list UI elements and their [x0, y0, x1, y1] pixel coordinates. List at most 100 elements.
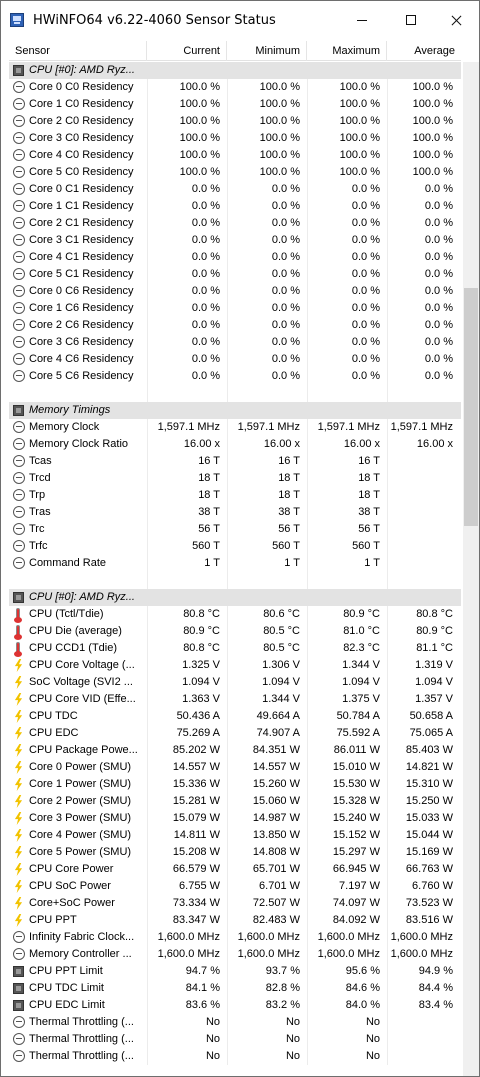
sensor-row[interactable]: Core 1 C0 Residency 100.0 % 100.0 % 100.0 %… [9, 96, 461, 113]
sensor-row[interactable]: Thermal Throttling (... No No No [9, 1031, 461, 1048]
maximum-value: No [365, 1050, 380, 1062]
sensor-row[interactable]: Core 1 Power (SMU) 15.336 W 15.260 W 15.530… [9, 776, 461, 793]
clock-icon [13, 1016, 25, 1028]
sensor-list[interactable]: CPU [#0]: AMD Ryz... Core 0 C0 Residency 1… [9, 62, 461, 1065]
sensor-row[interactable]: CPU PPT Limit 94.7 % 93.7 % 95.6 % 94.9 % [9, 963, 461, 980]
sensor-row[interactable]: CPU EDC Limit 83.6 % 83.2 % 84.0 % 83.4 % [9, 997, 461, 1014]
vertical-scrollbar[interactable] [463, 62, 479, 1076]
sensor-name: CPU PPT Limit [29, 965, 103, 977]
average-value: 0.0 % [424, 353, 453, 365]
sensor-row[interactable]: Core 0 C0 Residency 100.0 % 100.0 % 100.0 %… [9, 79, 461, 96]
sensor-row[interactable]: Trp 18 T 18 T 18 T [9, 487, 461, 504]
sensor-row[interactable]: Thermal Throttling (... No No No [9, 1048, 461, 1065]
column-header-minimum[interactable]: Minimum [227, 41, 307, 61]
sensor-row[interactable]: SoC Voltage (SVI2 ... 1.094 V 1.094 V 1.094… [9, 674, 461, 691]
sensor-row[interactable]: Infinity Fabric Clock... 1,600.0 MHz 1,600… [9, 929, 461, 946]
sensor-row[interactable]: Core 4 C0 Residency 100.0 % 100.0 % 100.0 %… [9, 147, 461, 164]
hwinfo-app-icon[interactable] [10, 13, 24, 27]
sensor-row[interactable]: CPU TDC Limit 84.1 % 82.8 % 84.6 % 84.4 % [9, 980, 461, 997]
column-header-current[interactable]: Current [147, 41, 227, 61]
average-value: 80.8 °C [416, 608, 453, 620]
sensor-row[interactable]: CPU Core Power 66.579 W 65.701 W 66.945 W 66… [9, 861, 461, 878]
sensor-row[interactable]: Memory Clock 1,597.1 MHz 1,597.1 MHz 1,597.… [9, 419, 461, 436]
lightning-bolt-icon [14, 710, 23, 723]
maximum-value: 84.0 % [345, 999, 380, 1011]
sensor-name: Memory Clock [29, 421, 100, 433]
current-value: 80.8 °C [183, 642, 220, 654]
group-name: Memory Timings [29, 404, 111, 416]
sensor-row[interactable]: Core 3 C6 Residency 0.0 % 0.0 % 0.0 % 0.0 % [9, 334, 461, 351]
sensor-row[interactable]: Core 2 Power (SMU) 15.281 W 15.060 W 15.328… [9, 793, 461, 810]
clock-icon [13, 115, 25, 127]
title-bar[interactable]: HWiNFO64 v6.22-4060 Sensor Status [1, 1, 479, 39]
sensor-row[interactable]: Core 4 C6 Residency 0.0 % 0.0 % 0.0 % 0.0 % [9, 351, 461, 368]
sensor-name: CPU Package Powe... [29, 744, 138, 756]
sensor-row[interactable]: Core 0 C6 Residency 0.0 % 0.0 % 0.0 % 0.0 % [9, 283, 461, 300]
sensor-row[interactable]: Core 4 Power (SMU) 14.811 W 13.850 W 15.152… [9, 827, 461, 844]
maximum-value: 84.092 W [332, 914, 380, 926]
sensor-row[interactable]: CPU SoC Power 6.755 W 6.701 W 7.197 W 6.760 … [9, 878, 461, 895]
sensor-row[interactable]: Thermal Throttling (... No No No [9, 1014, 461, 1031]
sensor-name: Tcas [29, 455, 52, 467]
sensor-row[interactable]: Core 0 C1 Residency 0.0 % 0.0 % 0.0 % 0.0 % [9, 181, 461, 198]
current-value: 83.6 % [185, 999, 220, 1011]
sensor-row[interactable]: CPU CCD1 (Tdie) 80.8 °C 80.5 °C 82.3 °C 81.1… [9, 640, 461, 657]
sensor-name: Tras [29, 506, 51, 518]
sensor-row[interactable]: Core 2 C1 Residency 0.0 % 0.0 % 0.0 % 0.0 % [9, 215, 461, 232]
sensor-row[interactable]: CPU Package Powe... 85.202 W 84.351 W 86.01… [9, 742, 461, 759]
maximum-value: No [365, 1033, 380, 1045]
maximum-value: 16.00 x [343, 438, 380, 450]
sensor-row[interactable]: Core 3 C1 Residency 0.0 % 0.0 % 0.0 % 0.0 % [9, 232, 461, 249]
minimize-button[interactable] [339, 1, 385, 39]
sensor-row[interactable]: Command Rate 1 T 1 T 1 T [9, 555, 461, 572]
close-button[interactable] [433, 1, 479, 39]
sensor-row[interactable]: Memory Clock Ratio 16.00 x 16.00 x 16.00 x 1… [9, 436, 461, 453]
sensor-row[interactable]: Core 5 C6 Residency 0.0 % 0.0 % 0.0 % 0.0 % [9, 368, 461, 385]
column-header-maximum[interactable]: Maximum [307, 41, 387, 61]
sensor-row[interactable]: Core+SoC Power 73.334 W 72.507 W 74.097 W 73… [9, 895, 461, 912]
sensor-group-header[interactable]: Memory Timings [9, 402, 461, 419]
column-header-sensor[interactable]: Sensor [9, 41, 147, 61]
maximum-value: 100.0 % [339, 166, 380, 178]
sensor-row[interactable]: Core 2 C6 Residency 0.0 % 0.0 % 0.0 % 0.0 % [9, 317, 461, 334]
sensor-group-header[interactable]: CPU [#0]: AMD Ryz... [9, 589, 461, 606]
sensor-row[interactable]: CPU EDC 75.269 A 74.907 A 75.592 A 75.065 A [9, 725, 461, 742]
sensor-row[interactable]: CPU Core VID (Effe... 1.363 V 1.344 V 1.375… [9, 691, 461, 708]
chip-icon [13, 966, 24, 977]
sensor-row[interactable]: Tcas 16 T 16 T 16 T [9, 453, 461, 470]
minimum-value: 0.0 % [271, 336, 300, 348]
sensor-row[interactable]: CPU TDC 50.436 A 49.664 A 50.784 A 50.658 A [9, 708, 461, 725]
sensor-row[interactable]: Core 0 Power (SMU) 14.557 W 14.557 W 15.010… [9, 759, 461, 776]
sensor-row[interactable]: Core 5 C0 Residency 100.0 % 100.0 % 100.0 %… [9, 164, 461, 181]
minimum-value: 1,600.0 MHz [237, 948, 300, 960]
clock-icon [13, 472, 25, 484]
sensor-row[interactable]: Memory Controller ... 1,600.0 MHz 1,600.0 … [9, 946, 461, 963]
maximize-button[interactable] [388, 1, 434, 39]
sensor-row[interactable]: Core 3 Power (SMU) 15.079 W 14.987 W 15.240… [9, 810, 461, 827]
sensor-row[interactable]: Core 1 C6 Residency 0.0 % 0.0 % 0.0 % 0.0 % [9, 300, 461, 317]
sensor-row[interactable]: CPU PPT 83.347 W 82.483 W 84.092 W 83.516 W [9, 912, 461, 929]
maximum-value: 0.0 % [351, 285, 380, 297]
sensor-row[interactable]: Core 5 Power (SMU) 15.208 W 14.808 W 15.297… [9, 844, 461, 861]
sensor-row[interactable]: Trfc 560 T 560 T 560 T [9, 538, 461, 555]
maximum-value: 1,597.1 MHz [317, 421, 380, 433]
sensor-row[interactable]: Core 3 C0 Residency 100.0 % 100.0 % 100.0 %… [9, 130, 461, 147]
sensor-row[interactable]: Tras 38 T 38 T 38 T [9, 504, 461, 521]
sensor-row[interactable]: Core 5 C1 Residency 0.0 % 0.0 % 0.0 % 0.0 % [9, 266, 461, 283]
column-header: Sensor Current Minimum Maximum Average [9, 41, 461, 61]
sensor-row[interactable]: CPU (Tctl/Tdie) 80.8 °C 80.6 °C 80.9 °C 80.8… [9, 606, 461, 623]
maximum-value: 0.0 % [351, 234, 380, 246]
sensor-group-header[interactable]: CPU [#0]: AMD Ryz... [9, 62, 461, 79]
sensor-row[interactable]: Core 2 C0 Residency 100.0 % 100.0 % 100.0 %… [9, 113, 461, 130]
minimum-value: 93.7 % [265, 965, 300, 977]
sensor-row[interactable]: CPU Die (average) 80.9 °C 80.5 °C 81.0 °C 80… [9, 623, 461, 640]
sensor-row[interactable]: Trcd 18 T 18 T 18 T [9, 470, 461, 487]
maximum-value: 7.197 W [339, 880, 380, 892]
sensor-row[interactable]: Core 1 C1 Residency 0.0 % 0.0 % 0.0 % 0.0 % [9, 198, 461, 215]
column-header-average[interactable]: Average [414, 45, 455, 57]
sensor-row[interactable]: Core 4 C1 Residency 0.0 % 0.0 % 0.0 % 0.0 % [9, 249, 461, 266]
average-value: 6.760 W [412, 880, 453, 892]
sensor-row[interactable]: Trc 56 T 56 T 56 T [9, 521, 461, 538]
scrollbar-thumb[interactable] [464, 288, 478, 526]
sensor-row[interactable]: CPU Core Voltage (... 1.325 V 1.306 V 1.344… [9, 657, 461, 674]
